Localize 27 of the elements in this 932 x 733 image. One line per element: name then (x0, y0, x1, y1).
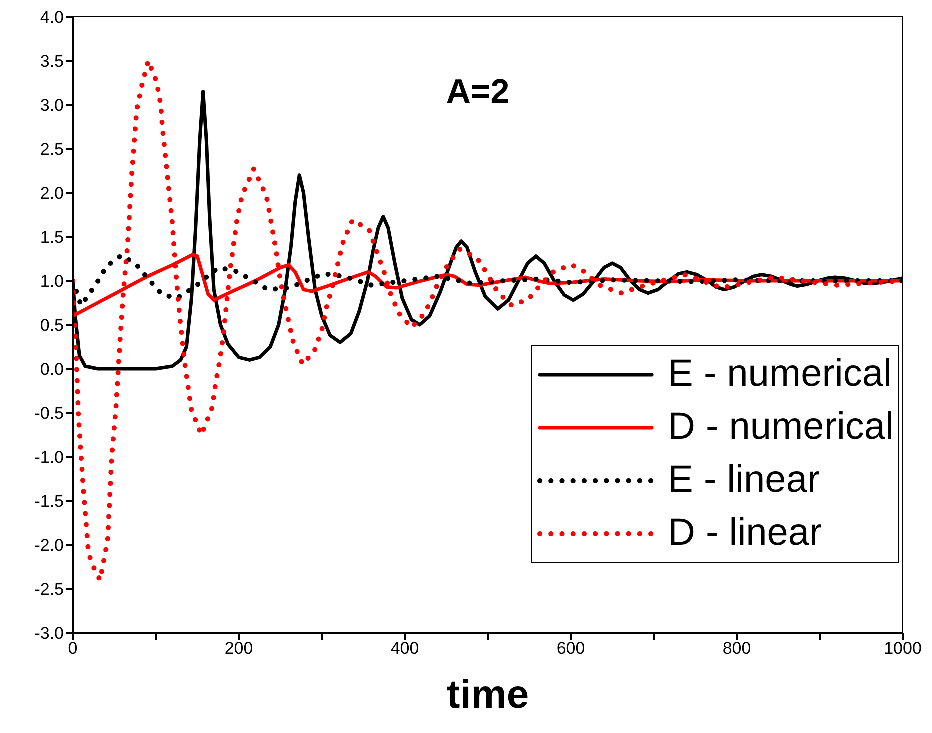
x-tick-label: 200 (224, 639, 254, 658)
y-tick-label: 4.0 (40, 8, 64, 28)
legend-label: D - numerical (668, 406, 894, 449)
y-tick-label: -0.5 (34, 404, 64, 424)
legend-label: E - linear (668, 459, 820, 502)
legend-label: E - numerical (668, 353, 892, 396)
x-tick-label: 400 (390, 639, 420, 658)
y-tick-label: 0.5 (40, 316, 64, 336)
y-tick-label: 2.0 (40, 184, 64, 204)
x-tick-label: 800 (722, 639, 752, 658)
y-tick-label: -2.5 (34, 580, 64, 600)
y-tick-label: 0.0 (40, 360, 64, 380)
text: A=2 (445, 73, 511, 112)
y-tick-label: -2.0 (34, 536, 64, 556)
y-tick-label: 3.0 (40, 96, 64, 116)
y-tick-label: 3.5 (40, 52, 64, 72)
y-tick-label: -1.0 (34, 448, 64, 468)
x-axis-title: time (446, 673, 530, 717)
x-tick-label: 600 (556, 639, 586, 658)
y-tick-label: 1.0 (40, 272, 64, 292)
x-tick-label: 0 (68, 639, 78, 658)
y-tick-label: -3.0 (34, 624, 64, 644)
legend-label: D - linear (668, 512, 822, 555)
x-tick-label: 1000 (884, 639, 922, 658)
y-tick-label: -1.5 (34, 492, 64, 512)
y-tick-label: 1.5 (40, 228, 64, 248)
y-tick-label: 2.5 (40, 140, 64, 160)
